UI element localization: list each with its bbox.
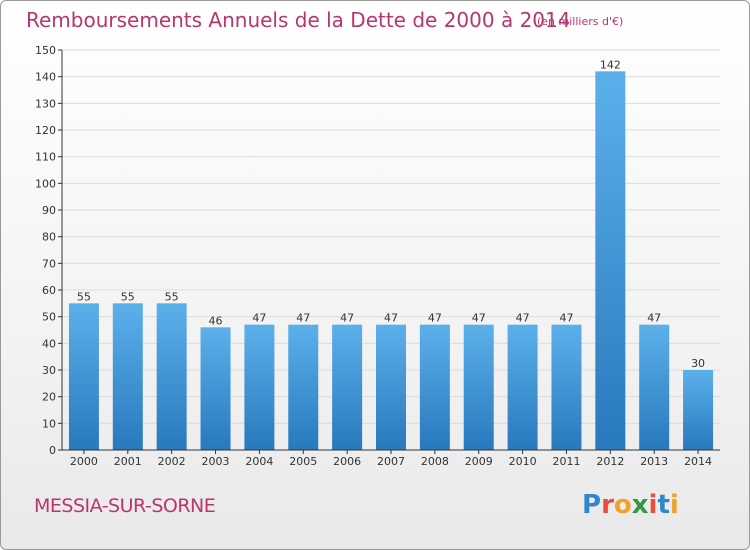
commune-name: MESSIA-SUR-SORNE [34,495,216,517]
data-label: 46 [209,314,223,327]
data-label: 30 [691,357,705,370]
bar-2014 [683,370,714,450]
y-tick-label: 140 [35,71,56,84]
x-tick-label: 2001 [114,455,142,468]
x-tick-label: 2014 [684,455,712,468]
y-tick-label: 150 [35,44,56,57]
bar-2003 [200,327,231,450]
y-tick-label: 10 [42,417,56,430]
bar-2009 [463,324,494,450]
x-tick-label: 2011 [552,455,580,468]
bar-2000 [68,303,99,450]
data-label: 55 [77,290,91,303]
data-label: 55 [165,290,179,303]
bar-2012 [595,71,626,450]
y-tick-label: 0 [49,444,56,457]
data-label: 47 [647,312,661,325]
x-tick-label: 2000 [70,455,98,468]
x-tick-label: 2012 [596,455,624,468]
y-tick-label: 20 [42,391,56,404]
y-tick-label: 130 [35,97,56,110]
data-label: 47 [559,312,573,325]
unit-label: (en milliers d'€) [537,15,624,28]
y-tick-label: 50 [42,311,56,324]
y-tick-label: 70 [42,257,56,270]
x-tick-label: 2007 [377,455,405,468]
x-tick-label: 2013 [640,455,668,468]
bar-2006 [332,324,363,450]
y-tick-label: 90 [42,204,56,217]
x-tick-label: 2010 [509,455,537,468]
data-label: 55 [121,290,135,303]
bar-2011 [551,324,582,450]
y-tick-label: 40 [42,337,56,350]
x-tick-label: 2003 [202,455,230,468]
data-label: 47 [252,312,266,325]
x-tick-label: 2008 [421,455,449,468]
x-tick-label: 2004 [245,455,273,468]
data-label: 47 [428,312,442,325]
bar-2007 [376,324,406,450]
bar-2002 [156,303,187,450]
x-tick-label: 2009 [465,455,493,468]
y-tick-label: 80 [42,231,56,244]
y-tick-label: 100 [35,177,56,190]
bar-2001 [112,303,143,450]
x-tick-label: 2006 [333,455,361,468]
x-tick-label: 2005 [289,455,317,468]
y-tick-label: 110 [35,151,56,164]
bar-2013 [639,324,670,450]
data-label: 47 [296,312,310,325]
bar-2010 [507,324,538,450]
bar-2004 [244,324,275,450]
y-tick-label: 120 [35,124,56,137]
bar-2005 [288,324,319,450]
data-label: 142 [600,58,621,71]
data-label: 47 [340,312,354,325]
data-label: 47 [472,312,486,325]
y-tick-label: 60 [42,284,56,297]
data-label: 47 [516,312,530,325]
data-label: 47 [384,312,398,325]
proxiti-logo: Proxiti [582,490,679,520]
x-tick-label: 2002 [158,455,186,468]
bar-2008 [419,324,450,450]
y-tick-label: 30 [42,364,56,377]
chart-title: Remboursements Annuels de la Dette de 20… [26,8,571,32]
